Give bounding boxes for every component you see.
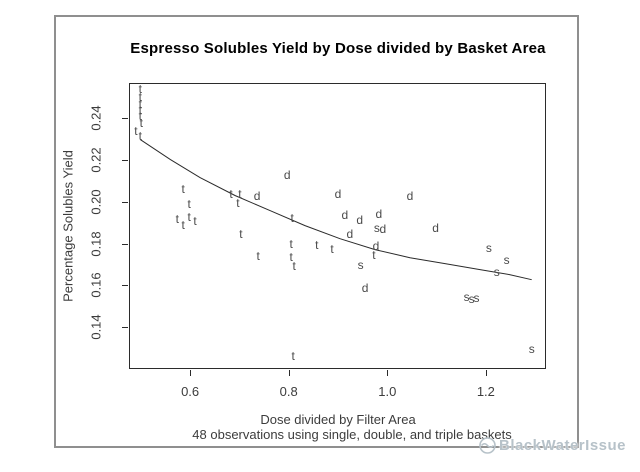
- data-point-single: s: [473, 290, 480, 305]
- data-point-triple: t: [289, 249, 293, 264]
- plot-area: [129, 83, 546, 369]
- data-point-triple: t: [236, 195, 240, 210]
- data-point-triple: t: [187, 209, 191, 224]
- y-tick-label: 0.22: [88, 147, 104, 173]
- data-point-triple: t: [372, 247, 376, 262]
- x-tick-label: 0.8: [279, 384, 298, 399]
- data-point-double: d: [283, 168, 291, 183]
- data-point-triple: t: [138, 96, 142, 111]
- data-point-single: s: [528, 341, 535, 356]
- x-tick-mark: [485, 370, 487, 376]
- data-point-double: d: [406, 188, 414, 203]
- y-tick-mark: [122, 201, 128, 203]
- data-point-triple: t: [290, 210, 294, 225]
- data-point-single: s: [493, 264, 500, 279]
- watermark: BlackWaterIssue: [478, 436, 626, 455]
- data-point-single: s: [357, 257, 364, 272]
- y-tick-mark: [122, 327, 128, 329]
- x-axis-title: Dose divided by Filter Area: [260, 412, 416, 427]
- data-point-triple: t: [256, 248, 260, 263]
- x-tick-mark: [288, 370, 290, 376]
- data-point-triple: t: [289, 236, 293, 251]
- data-point-double: d: [379, 221, 387, 236]
- data-point-triple: t: [229, 186, 233, 201]
- data-point-double: d: [346, 226, 354, 241]
- data-point-triple: t: [181, 217, 185, 232]
- data-point-single: s: [485, 240, 492, 255]
- x-tick-mark: [387, 370, 389, 376]
- x-tick-mark: [190, 370, 192, 376]
- data-point-triple: t: [138, 82, 142, 97]
- y-tick-mark: [122, 118, 128, 120]
- data-point-triple: t: [193, 213, 197, 228]
- data-point-triple: t: [238, 186, 242, 201]
- data-point-triple: t: [330, 241, 334, 256]
- data-point-double: d: [334, 186, 342, 201]
- data-point-triple: t: [138, 89, 142, 104]
- data-point-triple: t: [181, 182, 185, 197]
- data-point-triple: t: [175, 211, 179, 226]
- data-point-double: d: [432, 220, 439, 235]
- data-point-double: d: [375, 206, 383, 221]
- blackwaterissue-logo-icon: [479, 437, 496, 454]
- data-point-triple: t: [187, 196, 191, 211]
- data-point-triple: t: [292, 258, 296, 273]
- data-point-triple: t: [239, 226, 243, 241]
- observations-caption: 48 observations using single, double, an…: [192, 427, 512, 442]
- data-point-double: d: [253, 188, 261, 203]
- y-tick-label: 0.20: [88, 189, 104, 215]
- data-point-triple: t: [138, 128, 142, 143]
- y-axis-title: Percentage Solubles Yield: [60, 150, 76, 302]
- data-point-triple: t: [315, 237, 319, 252]
- x-tick-label: 0.6: [181, 384, 200, 399]
- chart-title: Espresso Solubles Yield by Dose divided …: [130, 40, 546, 57]
- data-point-single: s: [503, 252, 510, 267]
- data-point-single: s: [468, 291, 475, 306]
- watermark-text: BlackWaterIssue: [499, 437, 627, 454]
- data-point-triple: t: [138, 109, 142, 124]
- data-point-double: d: [361, 280, 369, 295]
- y-tick-label: 0.18: [88, 231, 104, 257]
- data-point-double: d: [372, 238, 380, 253]
- data-point-triple: t: [139, 115, 143, 130]
- data-point-triple: t: [134, 124, 138, 139]
- y-tick-label: 0.14: [88, 314, 104, 340]
- y-tick-label: 0.16: [88, 272, 104, 299]
- y-tick-mark: [122, 160, 128, 162]
- data-point-single: s: [373, 220, 380, 235]
- data-point-double: d: [356, 212, 364, 227]
- x-tick-label: 1.0: [378, 384, 397, 399]
- y-tick-label: 0.24: [88, 105, 104, 132]
- data-point-triple: t: [138, 102, 142, 117]
- y-tick-mark: [122, 285, 128, 287]
- y-tick-mark: [122, 243, 128, 245]
- data-point-single: s: [463, 289, 470, 304]
- data-point-triple: t: [291, 348, 295, 363]
- data-point-double: d: [341, 207, 349, 222]
- x-tick-label: 1.2: [476, 384, 495, 399]
